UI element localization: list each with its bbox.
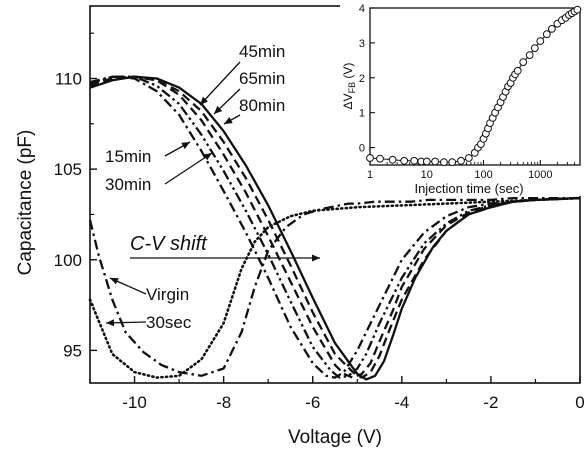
annotation-arrow-80min-head — [224, 117, 233, 124]
x-tick-label: -2 — [483, 393, 498, 412]
inset-x-tick-label: 10 — [421, 169, 433, 181]
series-line-virgin — [88, 196, 582, 379]
inset-data-point — [366, 154, 374, 162]
annotation-label-65min: 65min — [239, 69, 285, 88]
x-axis-label: Voltage (V) — [288, 427, 382, 448]
y-tick-label: 95 — [63, 341, 82, 360]
annotation-label-15min: 15min — [105, 147, 151, 166]
annotation-label-80min: 80min — [239, 96, 285, 115]
inset-y-label-unit: (V) — [341, 63, 355, 82]
cv-shift-label: C-V shift — [130, 233, 208, 255]
inset-data-point — [536, 37, 545, 45]
y-axis-label: Capacitance (pF) — [15, 130, 36, 276]
annotation-arrow-virgin-head — [110, 278, 119, 285]
series-line-30sec — [88, 196, 580, 377]
annotation-arrow-30min-head — [203, 153, 212, 161]
inset-data-point — [448, 158, 457, 167]
inset-data-point — [542, 30, 551, 39]
inset-data-point — [464, 154, 473, 162]
series-line-30min — [89, 75, 581, 379]
inset-y-label-sub: FB — [347, 82, 357, 94]
annotation-label-virgin: Virgin — [146, 285, 189, 304]
inset-x-tick-label: 1000 — [528, 169, 552, 181]
x-tick-label: -8 — [216, 393, 231, 412]
annotation-arrow-15min-head — [181, 142, 190, 149]
inset-y-tick-label: 3 — [359, 38, 365, 50]
annotation-arrow-45min — [199, 61, 241, 106]
inset-data-point — [440, 158, 448, 167]
inset-y-tick-label: 0 — [359, 143, 365, 155]
x-tick-label: -4 — [394, 393, 409, 412]
inset-x-tick-label: 100 — [474, 169, 492, 181]
inset-data-point — [525, 51, 534, 59]
inset-x-axis-label: Injection time (sec) — [414, 181, 523, 196]
inset-data-point — [431, 157, 440, 166]
annotation-arrow-30sec-head — [106, 319, 115, 327]
annotations: 45min 65min 80min 15min 30min Virgin 30sec C-V … — [105, 42, 320, 332]
inset-data-point — [573, 5, 582, 14]
annotation-label-30min: 30min — [105, 175, 151, 194]
inset-y-tick-label: 2 — [359, 73, 365, 85]
annotation-arrow-65min-head — [214, 105, 223, 114]
inset-x-tick-label: 1 — [367, 169, 373, 181]
inset-data-point — [400, 156, 409, 165]
inset-data-point — [530, 44, 539, 52]
inset-data-point — [376, 154, 384, 163]
y-tick-label: 110 — [55, 70, 82, 89]
series-line-80min — [89, 75, 581, 381]
inset-data-point — [548, 25, 556, 33]
inset-plot: 1 10 100 1000 0 1 2 3 4 Injection time (sec) ΔVFB … — [340, 3, 582, 196]
annotation-label-45min: 45min — [239, 42, 285, 61]
annotation-arrow-45min-head — [200, 96, 208, 105]
inset-data-point — [513, 66, 522, 75]
x-tick-label: -10 — [122, 393, 147, 412]
x-tick-label: -6 — [305, 393, 320, 412]
x-tick-label: 0 — [575, 393, 584, 412]
annotation-label-30sec: 30sec — [146, 313, 192, 332]
inset-data-point — [519, 58, 528, 66]
cv-shift-arrow-head — [312, 254, 320, 262]
inset-data-point — [410, 156, 419, 165]
inset-data-point — [422, 157, 431, 166]
series-line-15min — [89, 75, 581, 379]
inset-y-label-main: ΔV — [341, 93, 355, 109]
inset-y-tick-label: 1 — [359, 108, 365, 120]
annotation-arrow-30min — [164, 152, 213, 185]
y-tick-label: 105 — [54, 160, 82, 179]
series-line-45min — [89, 75, 581, 379]
y-tick-label: 100 — [54, 251, 82, 270]
inset-data-point — [388, 155, 397, 164]
inset-y-axis-label: ΔVFB (V) — [341, 63, 357, 110]
inset-data-point — [457, 156, 465, 165]
inset-y-tick-label: 4 — [359, 3, 365, 15]
